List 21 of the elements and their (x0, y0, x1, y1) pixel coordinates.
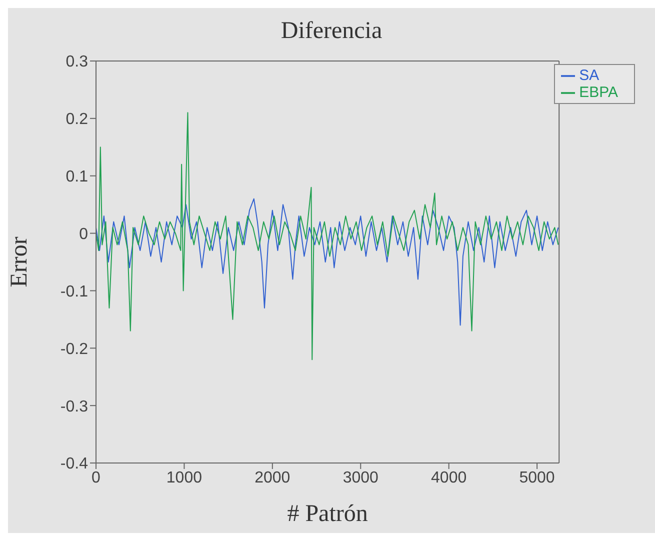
legend-label: SA (579, 67, 600, 84)
chart-title: Diferencia (280, 18, 384, 45)
x-tick-label: 5000 (519, 469, 555, 486)
x-tick-label: 1000 (166, 469, 202, 486)
x-tick-label: 0 (92, 469, 101, 486)
y-tick-label: 0.2 (66, 111, 88, 128)
x-tick-label: 4000 (431, 469, 467, 486)
line-series (96, 112, 559, 360)
line-series (96, 198, 559, 326)
y-tick-label: 0.1 (66, 168, 88, 186)
legend-label: EBPA (579, 84, 618, 101)
x-tick-label: 2000 (254, 469, 290, 486)
y-tick-label: 0 (79, 226, 88, 243)
y-tick-label: -0.4 (60, 456, 88, 473)
y-tick-label: 0.3 (66, 54, 88, 71)
x-tick-label: 3000 (342, 469, 379, 486)
y-tick-label: -0.3 (60, 398, 88, 416)
x-axis-title: # Patrón (287, 501, 368, 527)
y-tick-label: -0.1 (60, 283, 88, 300)
y-axis-title: Error (6, 236, 33, 288)
y-tick-label: -0.2 (60, 340, 88, 358)
